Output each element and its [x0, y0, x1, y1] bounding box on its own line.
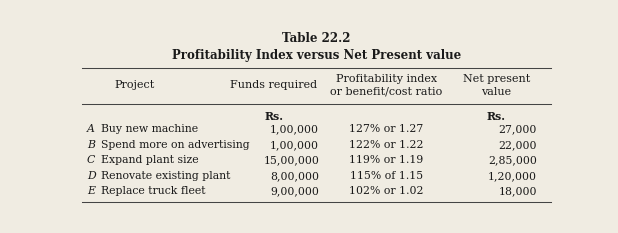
Text: 1,20,000: 1,20,000	[488, 171, 537, 181]
Text: Spend more on advertising: Spend more on advertising	[101, 140, 250, 150]
Text: Buy new machine: Buy new machine	[101, 124, 198, 134]
Text: E: E	[87, 186, 95, 196]
Text: D: D	[87, 171, 96, 181]
Text: 18,000: 18,000	[499, 186, 537, 196]
Text: 122% or 1.22: 122% or 1.22	[349, 140, 423, 150]
Text: 27,000: 27,000	[499, 124, 537, 134]
Text: 1,00,000: 1,00,000	[270, 124, 319, 134]
Text: Profitability Index versus Net Present value: Profitability Index versus Net Present v…	[172, 49, 462, 62]
Text: C: C	[87, 155, 95, 165]
Text: 115% of 1.15: 115% of 1.15	[350, 171, 423, 181]
Text: 22,000: 22,000	[499, 140, 537, 150]
Text: 102% or 1.02: 102% or 1.02	[349, 186, 423, 196]
Text: B: B	[87, 140, 95, 150]
Text: A: A	[87, 124, 95, 134]
Text: Replace truck fleet: Replace truck fleet	[101, 186, 206, 196]
Text: 119% or 1.19: 119% or 1.19	[349, 155, 423, 165]
Text: 1,00,000: 1,00,000	[270, 140, 319, 150]
Text: Funds required: Funds required	[230, 80, 317, 90]
Text: 127% or 1.27: 127% or 1.27	[349, 124, 423, 134]
Text: Profitability index
or benefit/cost ratio: Profitability index or benefit/cost rati…	[330, 74, 442, 97]
Text: 9,00,000: 9,00,000	[270, 186, 319, 196]
Text: Rs.: Rs.	[264, 111, 283, 122]
Text: Net present
value: Net present value	[463, 74, 530, 97]
Text: 8,00,000: 8,00,000	[270, 171, 319, 181]
Text: Project: Project	[114, 80, 155, 90]
Text: 15,00,000: 15,00,000	[263, 155, 319, 165]
Text: Table 22.2: Table 22.2	[282, 32, 351, 45]
Text: Rs.: Rs.	[487, 111, 506, 122]
Text: Renovate existing plant: Renovate existing plant	[101, 171, 231, 181]
Text: 2,85,000: 2,85,000	[488, 155, 537, 165]
Text: Expand plant size: Expand plant size	[101, 155, 199, 165]
